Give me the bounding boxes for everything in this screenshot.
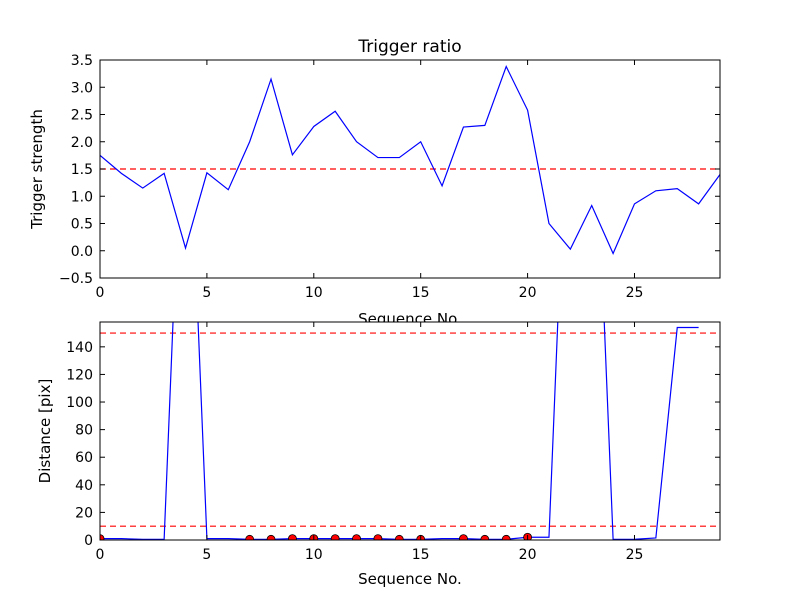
x-tick-label: 25	[626, 285, 644, 301]
y-tick-label: 2.0	[71, 135, 93, 151]
data-point	[394, 534, 404, 540]
data-point	[266, 534, 276, 540]
data-point	[501, 534, 511, 540]
y-tick-label: 0.5	[71, 217, 93, 233]
y-tick-label: 40	[75, 478, 93, 494]
chart-trigger-ratio: Trigger ratio 0 5 10 15 20 25 −0.5 0.0 0.5 1.0 1.5…	[28, 37, 721, 328]
y-tick-label: 3.0	[71, 80, 93, 96]
data-point	[352, 534, 361, 540]
y-tick-label: 1.5	[71, 162, 93, 178]
y-tick-label: 1.0	[71, 189, 93, 205]
data-point	[459, 534, 468, 540]
data-point	[373, 534, 383, 540]
y-axis-label: Distance [pix]	[36, 379, 54, 484]
x-tick-label: 15	[412, 547, 430, 563]
y-tick-label: 60	[75, 450, 93, 466]
y-tick-label: 20	[75, 505, 93, 521]
y-tick-label: 0	[84, 533, 93, 549]
x-tick-label: 20	[519, 547, 537, 563]
data-point	[480, 534, 490, 540]
y-tick-label: 3.5	[71, 53, 93, 69]
series-line	[100, 65, 720, 255]
y-axis-label: Trigger strength	[28, 109, 46, 230]
data-point	[245, 534, 255, 540]
x-tick-label: 0	[96, 285, 105, 301]
chart-distance: 0 5 10 15 20 25 0 20 40 60 80 100 120 140 Sequence No…	[36, 321, 721, 588]
x-tick-label: 10	[305, 547, 323, 563]
y-tick-label: 140	[66, 340, 93, 356]
y-tick-label: 80	[75, 423, 93, 439]
y-tick-label: 2.5	[71, 108, 93, 124]
x-tick-label: 20	[519, 285, 537, 301]
data-point	[100, 534, 105, 540]
x-tick-label: 15	[412, 285, 430, 301]
x-tick-label: 5	[202, 285, 211, 301]
x-axis-label: Sequence No.	[358, 570, 462, 588]
plot-background	[100, 322, 720, 540]
chart-title: Trigger ratio	[357, 37, 461, 57]
x-tick-label: 5	[202, 547, 211, 563]
x-tick-label: 10	[305, 285, 323, 301]
x-tick-label: 25	[626, 547, 644, 563]
y-tick-label: 100	[66, 395, 93, 411]
y-tick-label: 0.0	[71, 244, 93, 260]
y-tick-label: −0.5	[59, 271, 93, 287]
data-point	[288, 534, 297, 540]
y-tick-label: 120	[66, 367, 93, 383]
data-point	[330, 534, 340, 540]
x-tick-label: 0	[96, 547, 105, 563]
plot-frame	[99, 321, 721, 541]
